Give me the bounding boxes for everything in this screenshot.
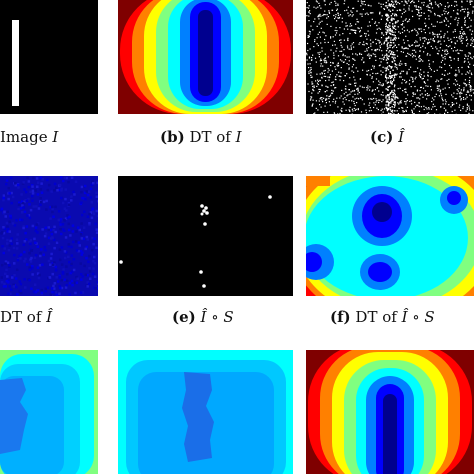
caption-c: (c) Î bbox=[370, 126, 404, 148]
caption-b-label: (b) bbox=[160, 128, 185, 146]
caption-a: Image I bbox=[0, 126, 58, 148]
panel-dt-of-i bbox=[118, 0, 293, 114]
panel-image-i bbox=[0, 0, 98, 114]
panel-dt-of-noisy bbox=[0, 176, 98, 296]
caption-f-text: DT of bbox=[350, 308, 402, 326]
caption-e-math: Î ∘ S bbox=[200, 308, 234, 326]
panel-row3-left bbox=[0, 350, 98, 474]
row3-right-heatmap bbox=[306, 350, 474, 474]
noise-dots bbox=[306, 0, 474, 114]
caption-b-text: DT of bbox=[184, 128, 236, 146]
dt-of-masked-heatmap bbox=[306, 176, 474, 296]
caption-e-label: (e) bbox=[172, 308, 196, 326]
panel-row3-middle bbox=[118, 350, 293, 474]
panel-noisy-image bbox=[306, 0, 474, 114]
caption-c-label: (c) bbox=[370, 128, 394, 146]
row3-left-heatmap bbox=[0, 350, 98, 474]
caption-a-math: I bbox=[52, 128, 59, 146]
row3-middle-heatmap bbox=[118, 350, 293, 474]
caption-f: (f) DT of Î ∘ S bbox=[330, 306, 435, 328]
masked-noisy-figure bbox=[118, 176, 293, 296]
panel-masked-noisy bbox=[118, 176, 293, 296]
caption-b-math: I bbox=[235, 128, 242, 146]
panel-dt-of-masked bbox=[306, 176, 474, 296]
caption-f-math: Î ∘ S bbox=[401, 308, 435, 326]
caption-d-math: Î bbox=[46, 308, 53, 326]
dt-of-i-heatmap bbox=[118, 0, 293, 114]
noisy-image-figure bbox=[306, 0, 474, 114]
caption-c-math: Î bbox=[398, 128, 405, 146]
white-bar bbox=[12, 20, 19, 106]
image-i-figure bbox=[0, 0, 98, 114]
dt-of-noisy-heatmap bbox=[0, 176, 98, 296]
caption-d-text: DT of bbox=[0, 308, 47, 326]
caption-a-text: Image bbox=[0, 128, 53, 146]
caption-b: (b) DT of I bbox=[160, 126, 242, 148]
blue-speckle bbox=[0, 176, 98, 296]
caption-d: DT of Î bbox=[0, 306, 52, 328]
panel-row3-right bbox=[306, 350, 474, 474]
caption-f-label: (f) bbox=[330, 308, 351, 326]
caption-e: (e) Î ∘ S bbox=[172, 306, 234, 328]
